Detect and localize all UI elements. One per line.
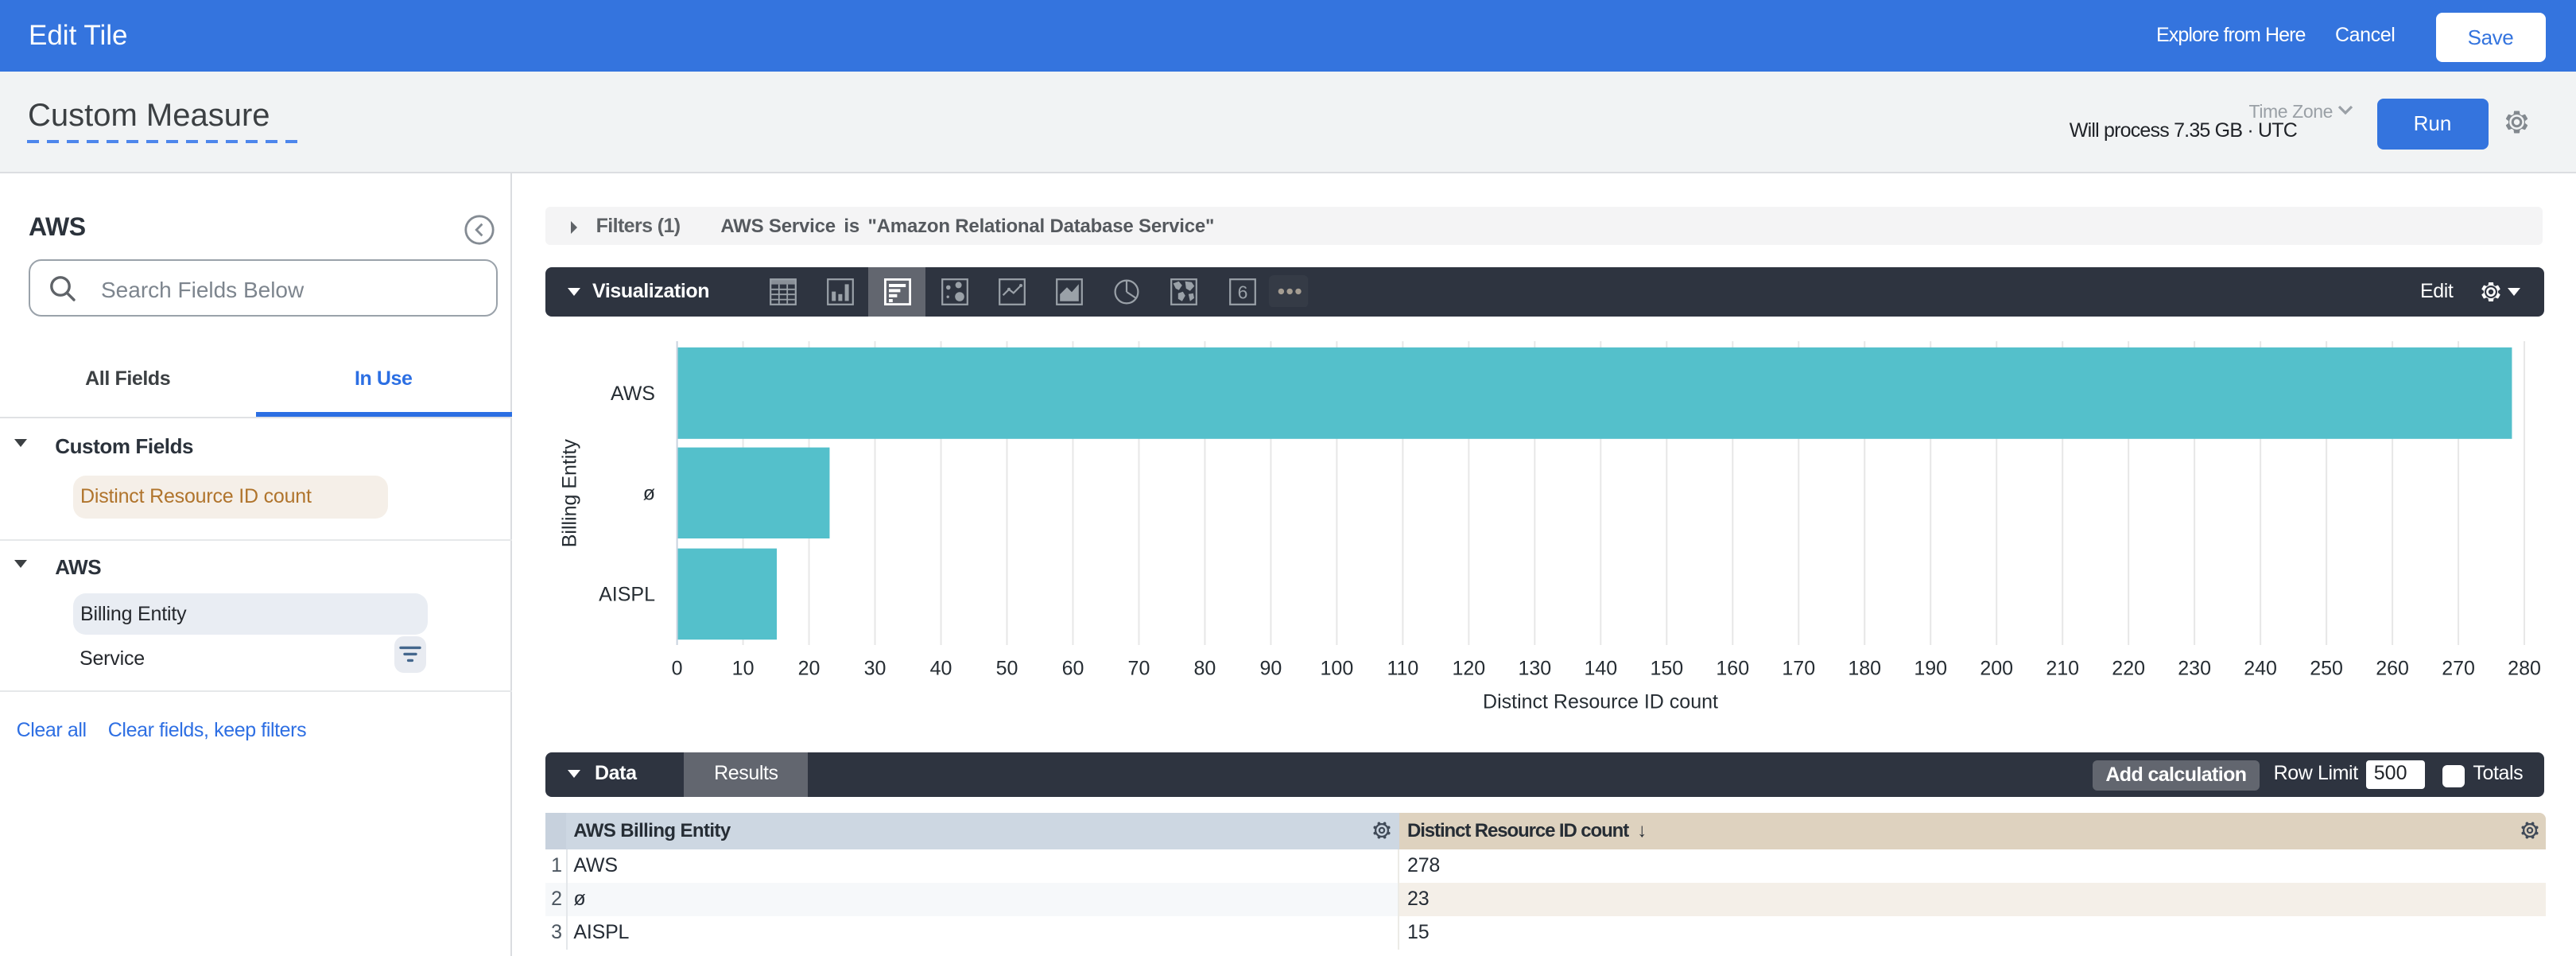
svg-text:130: 130 (1517, 658, 1550, 680)
svg-text:270: 270 (2441, 658, 2474, 680)
svg-text:50: 50 (995, 658, 1018, 680)
svg-text:280: 280 (2507, 658, 2540, 680)
svg-text:220: 220 (2111, 658, 2144, 680)
svg-text:70: 70 (1127, 658, 1150, 680)
svg-text:0: 0 (671, 658, 682, 680)
svg-text:40: 40 (929, 658, 952, 680)
svg-text:210: 210 (2045, 658, 2078, 680)
svg-text:160: 160 (1715, 658, 1748, 680)
svg-text:190: 190 (1913, 658, 1946, 680)
svg-text:10: 10 (731, 658, 754, 680)
svg-text:100: 100 (1320, 658, 1353, 680)
svg-text:170: 170 (1781, 658, 1814, 680)
svg-text:240: 240 (2243, 658, 2276, 680)
svg-text:30: 30 (863, 658, 886, 680)
svg-text:Distinct Resource ID count: Distinct Resource ID count (1482, 691, 1717, 713)
svg-text:150: 150 (1649, 658, 1682, 680)
svg-text:90: 90 (1259, 658, 1282, 680)
svg-text:80: 80 (1193, 658, 1216, 680)
svg-text:200: 200 (1979, 658, 2012, 680)
svg-text:ø: ø (642, 482, 654, 504)
svg-text:6: 6 (1237, 281, 1247, 301)
svg-text:AWS: AWS (610, 383, 654, 405)
svg-text:140: 140 (1583, 658, 1616, 680)
svg-text:120: 120 (1452, 658, 1485, 680)
svg-text:250: 250 (2309, 658, 2342, 680)
svg-text:260: 260 (2375, 658, 2408, 680)
svg-text:180: 180 (1847, 658, 1880, 680)
svg-text:230: 230 (2177, 658, 2210, 680)
svg-text:20: 20 (797, 658, 820, 680)
svg-text:110: 110 (1386, 658, 1418, 680)
svg-text:Billing Entity: Billing Entity (557, 439, 580, 548)
svg-text:AISPL: AISPL (598, 584, 654, 606)
svg-text:60: 60 (1061, 658, 1084, 680)
